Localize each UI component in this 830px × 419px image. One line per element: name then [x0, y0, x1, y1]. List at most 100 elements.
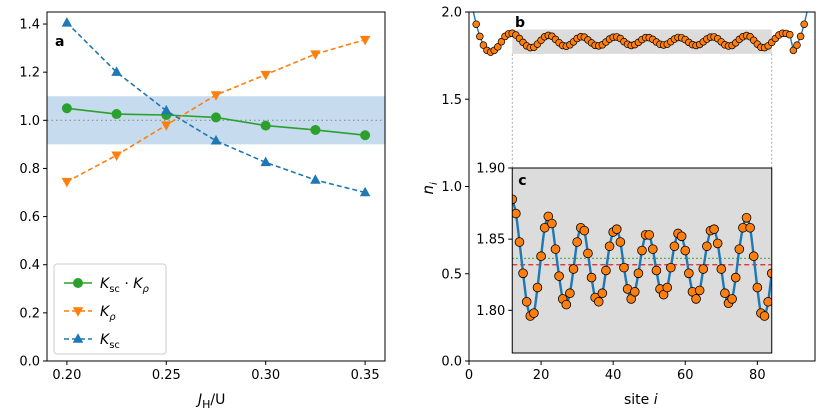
legend-swatch-marker: [73, 278, 83, 288]
data-point: [61, 17, 73, 27]
tick-label: 2.0: [441, 6, 462, 21]
data-point: [161, 104, 172, 115]
density-series: [471, 12, 810, 56]
data-point: [601, 265, 611, 276]
data-point: [476, 32, 484, 41]
legend-box: [53, 263, 167, 355]
tick-label: 1.90: [476, 162, 505, 177]
legend-label: Ksc · Kρ: [100, 276, 149, 295]
data-point: [691, 294, 701, 304]
data-point: [806, 12, 810, 13]
data-point: [550, 244, 561, 254]
inset-c: 1.80 1.85 1.90 c: [476, 162, 773, 354]
tick-label: 1.0: [441, 180, 462, 195]
data-point: [684, 268, 694, 279]
data-point: [532, 282, 543, 293]
series-2: [61, 17, 371, 197]
panel-a-label: a: [55, 34, 64, 50]
data-point: [494, 43, 502, 51]
tick-label: 80: [749, 368, 766, 383]
data-point: [561, 299, 572, 310]
data-point: [586, 272, 597, 283]
data-point: [702, 241, 712, 252]
data-point: [111, 109, 122, 120]
tick-label: 0.2: [19, 306, 40, 321]
tick-label: 0.20: [52, 368, 81, 383]
data-point: [536, 251, 546, 262]
data-point: [539, 222, 550, 233]
panel-a: 0.20 0.25 0.30 0.35 0.0 0.2 0.4 0.6 0.8 1.0 1.2 1.…: [19, 11, 386, 411]
tick-label: 0: [465, 368, 473, 383]
inset-c-label: c: [518, 173, 526, 189]
tick-label: 0.30: [251, 368, 280, 383]
inset-series: [512, 194, 772, 321]
data-point: [786, 30, 794, 39]
panel-b-x-axis-label: site i: [624, 392, 658, 408]
panel-a-x-axis: 0.20 0.25 0.30 0.35: [52, 361, 380, 383]
panel-b: 0 20 40 60 80 0.0 0.5 1.0 1.5 2.0 b site i ni 1.…: [419, 6, 816, 408]
data-point: [730, 272, 741, 283]
data-point: [789, 46, 798, 55]
data-point: [572, 237, 582, 247]
panel-a-frame: [46, 11, 386, 362]
data-point: [360, 130, 371, 141]
data-point: [662, 282, 673, 293]
data-point: [629, 287, 640, 297]
data-point: [597, 288, 608, 299]
inset-c-density-curve: [512, 194, 772, 321]
data-point: [471, 12, 474, 13]
tick-label: 0.6: [19, 210, 40, 225]
data-point: [752, 282, 763, 293]
data-point: [512, 208, 521, 219]
data-point: [615, 237, 626, 247]
data-point: [497, 37, 506, 46]
zoom-connector-lines: [511, 53, 773, 168]
data-point: [734, 244, 745, 254]
data-point: [669, 241, 680, 252]
data-point: [796, 32, 805, 41]
legend-label: Ksc: [100, 332, 120, 351]
tick-label: 0.8: [19, 162, 40, 177]
panel-a-legend: Ksc · Kρ Kρ Ksc: [53, 263, 167, 355]
data-point: [651, 265, 662, 276]
data-point: [111, 66, 122, 76]
data-point: [793, 41, 801, 49]
data-point: [529, 308, 539, 318]
panel-b-x-axis: 0 20 40 60 80: [465, 361, 766, 383]
data-point: [260, 70, 271, 81]
tick-label: 0.0: [441, 355, 462, 370]
legend-label: Kρ: [100, 304, 116, 323]
data-point: [800, 20, 808, 28]
data-point: [593, 296, 604, 307]
data-point: [310, 124, 321, 135]
data-point: [479, 41, 488, 49]
data-point: [472, 20, 480, 28]
tick-label: 0.25: [152, 368, 181, 383]
data-point: [611, 224, 622, 234]
data-point: [619, 262, 629, 273]
legend-entry-krho: Kρ: [64, 304, 116, 323]
data-point: [741, 213, 752, 223]
tick-label: 0.0: [19, 355, 40, 370]
panel-a-y-axis: 0.0 0.2 0.4 0.6 0.8 1.0 1.2 1.4: [19, 18, 47, 370]
data-point: [759, 311, 770, 321]
tick-label: 1.4: [19, 18, 40, 33]
data-point: [565, 288, 575, 299]
data-point: [359, 186, 371, 197]
tick-label: 1.0: [19, 114, 40, 129]
data-point: [260, 156, 271, 167]
panel-b-y-axis: 0.0 0.5 1.0 1.5 2.0: [441, 6, 469, 370]
inset-c-background: [512, 168, 772, 353]
legend-swatch-marker: [72, 333, 84, 343]
panel-a-series: [61, 17, 371, 197]
tick-label: 0.4: [19, 258, 40, 273]
x-label-sub: H: [202, 398, 210, 411]
inset-c-y-axis: 1.80 1.85 1.90: [476, 162, 513, 319]
data-point: [210, 91, 222, 101]
panel-a-x-axis-label: JH/U: [195, 392, 225, 411]
tick-label: 1.2: [19, 66, 40, 81]
data-point: [633, 268, 644, 279]
data-point: [61, 103, 72, 114]
series-1: [61, 35, 371, 188]
